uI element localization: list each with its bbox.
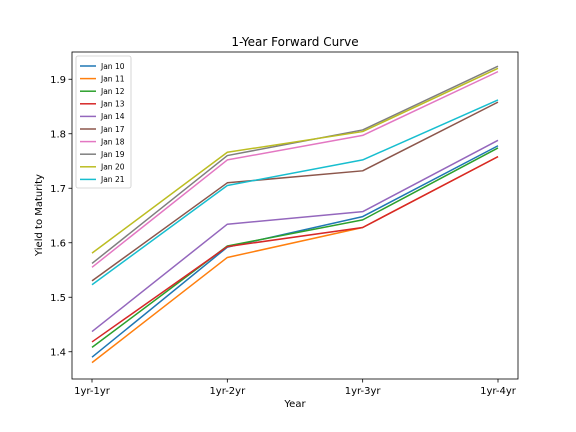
y-axis-label: Yield to Maturity	[34, 174, 45, 257]
x-tick-label-2: 1yr-3yr	[345, 386, 382, 397]
legend-label-7: Jan 19	[100, 150, 125, 159]
legend-label-6: Jan 18	[100, 137, 125, 146]
series-line-0	[91, 145, 499, 358]
series-line-7	[91, 65, 499, 265]
y-tick-label-2: 1.6	[50, 238, 66, 249]
chart-title: 1-Year Forward Curve	[231, 35, 358, 49]
series-layer	[91, 65, 499, 364]
legend-label-9: Jan 21	[100, 175, 125, 184]
x-axis-ticks: 1yr-1yr 1yr-2yr 1yr-3yr 1yr-4yr	[74, 379, 517, 397]
plot-area-frame	[71, 51, 519, 380]
series-line-5	[91, 101, 499, 282]
series-line-3	[91, 155, 499, 343]
legend-label-8: Jan 20	[100, 163, 125, 172]
y-tick-label-0: 1.4	[50, 347, 66, 358]
legend-label-4: Jan 14	[100, 112, 125, 121]
legend: Jan 10 Jan 11 Jan 12 Jan 13 Jan 14 Jan 17 Jan …	[75, 55, 132, 189]
legend-label-3: Jan 13	[100, 100, 125, 109]
series-line-6	[91, 70, 499, 268]
series-line-9	[91, 99, 499, 286]
y-tick-label-3: 1.7	[50, 184, 66, 195]
x-tick-label-1: 1yr-2yr	[209, 386, 246, 397]
x-axis-label: Year	[283, 399, 306, 410]
x-tick-label-0: 1yr-1yr	[74, 386, 111, 397]
legend-box	[75, 55, 132, 189]
y-tick-label-5: 1.9	[50, 75, 66, 86]
y-tick-label-4: 1.8	[50, 129, 66, 140]
series-line-2	[91, 147, 499, 348]
legend-label-1: Jan 11	[100, 74, 125, 83]
legend-label-5: Jan 17	[100, 125, 125, 134]
x-tick-label-3: 1yr-4yr	[480, 386, 517, 397]
y-axis-ticks: 1.4 1.5 1.6 1.7 1.8 1.9	[50, 75, 72, 358]
series-line-8	[91, 67, 499, 254]
series-line-4	[91, 139, 499, 333]
y-tick-label-1: 1.5	[50, 293, 66, 304]
legend-label-0: Jan 10	[100, 62, 125, 71]
legend-label-2: Jan 12	[100, 87, 125, 96]
